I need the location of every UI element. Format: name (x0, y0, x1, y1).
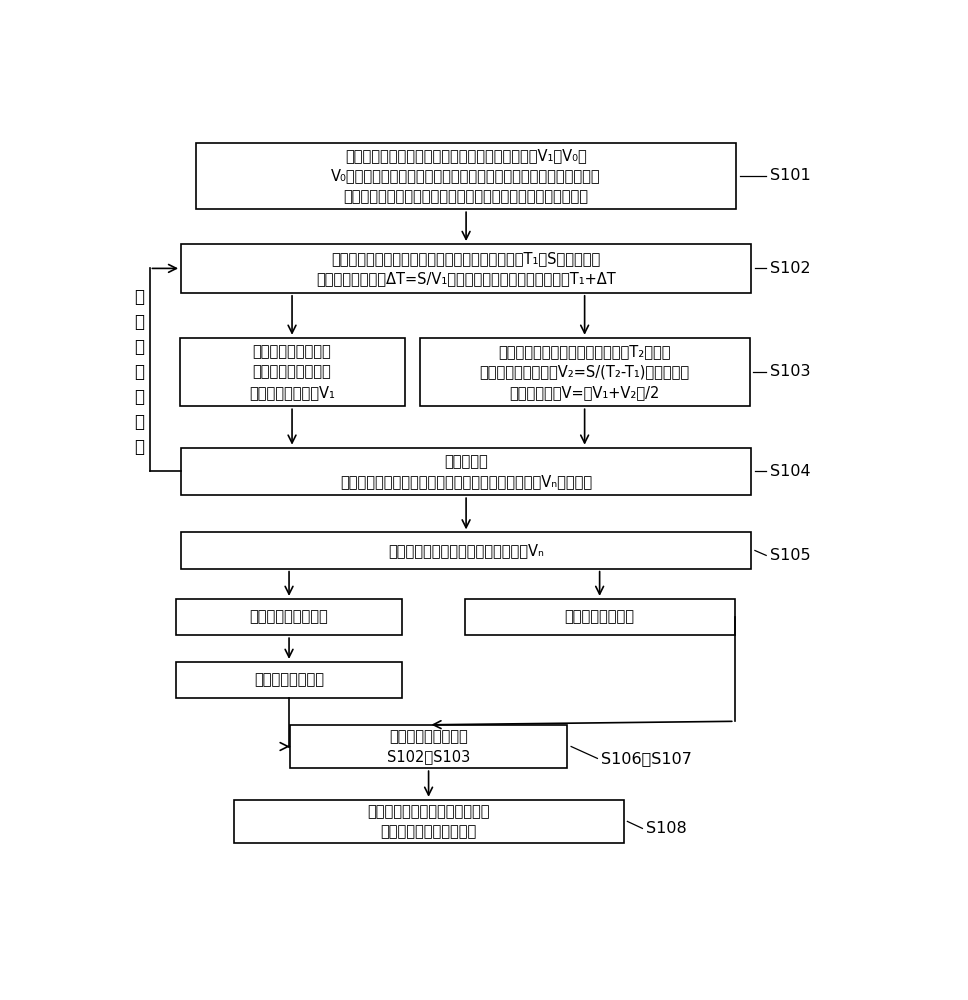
Text: 阅读结束，
关闭阅读器，此时阅读的最后一页的自动翻页速度为Vₙ，并保存: 阅读结束， 关闭阅读器，此时阅读的最后一页的自动翻页速度为Vₙ，并保存 (340, 454, 592, 489)
Bar (181, 244, 751, 293)
Bar (181, 448, 751, 495)
Text: 阅读结束，关闭阅读器，并保存
当前页的自动翻页速度。: 阅读结束，关闭阅读器，并保存 当前页的自动翻页速度。 (367, 804, 490, 839)
Text: S101: S101 (770, 168, 810, 184)
Text: S106、S107: S106、S107 (601, 751, 692, 766)
Text: S102: S102 (770, 261, 810, 276)
Text: 继
续
阅
读
下
一
页: 继 续 阅 读 下 一 页 (134, 288, 144, 456)
Bar (181, 532, 751, 569)
Bar (197, 143, 736, 209)
Text: 不打开自动翻页功能: 不打开自动翻页功能 (250, 609, 328, 624)
Bar (465, 599, 735, 635)
Text: S105: S105 (770, 548, 810, 563)
Text: 首次阅读，打开自动翻页功能，设置自动翻页速度V₁为V₀，
V₀为阅读器根据众多阅读者的阅读速度做出的一个统计参考值，或者
用户根据自身阅读速度的一个经验值判断，: 首次阅读，打开自动翻页功能，设置自动翻页速度V₁为V₀， V₀为阅读器根据众多阅… (331, 148, 601, 204)
Bar (179, 338, 405, 406)
Text: 翻页的执行过程如同
S102、S103: 翻页的执行过程如同 S102、S103 (387, 729, 470, 764)
Bar (419, 338, 749, 406)
Text: 阅读器自动翻页，则
阅读者的实际翻页速
度为自动翻页速度V₁: 阅读器自动翻页，则 阅读者的实际翻页速 度为自动翻页速度V₁ (249, 344, 335, 400)
Bar (176, 662, 403, 698)
Bar (233, 800, 623, 843)
Text: 打开自动翻页功能: 打开自动翻页功能 (254, 672, 324, 688)
Bar (289, 725, 567, 768)
Text: S108: S108 (647, 821, 687, 836)
Bar (176, 599, 403, 635)
Text: S104: S104 (770, 464, 810, 479)
Text: 再次阅读，当前页的自动翻页速度为Vₙ: 再次阅读，当前页的自动翻页速度为Vₙ (388, 543, 544, 558)
Text: S103: S103 (770, 364, 810, 379)
Text: 打开自动翻页功能: 打开自动翻页功能 (564, 609, 635, 624)
Text: 阅读器记录阅读者开始浏览的当前页的开始时间为T₁，S为浏览量，
当前页的阅读时间ΔT=S/V₁，阅读器提示的自动翻页时刻为T₁+ΔT: 阅读器记录阅读者开始浏览的当前页的开始时间为T₁，S为浏览量， 当前页的阅读时间… (317, 251, 616, 286)
Text: 阅读者手动翻页，实际翻页时刻为T₂，则阅
读者的实际翻页速度V₂=S/(T₂-T₁)，下一页的
自动翻页速度V=（V₁+V₂）/2: 阅读者手动翻页，实际翻页时刻为T₂，则阅 读者的实际翻页速度V₂=S/(T₂-T… (479, 344, 689, 400)
